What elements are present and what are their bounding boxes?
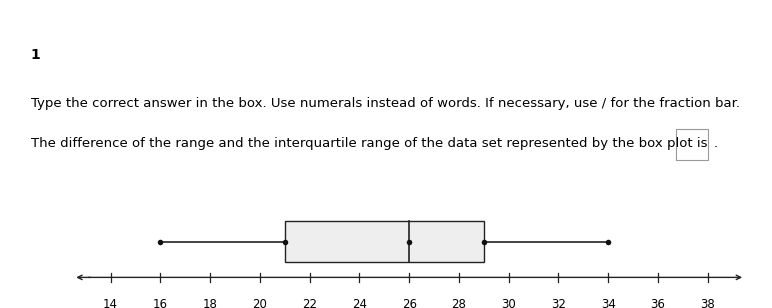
- Text: Type the correct answer in the box. Use numerals instead of words. If necessary,: Type the correct answer in the box. Use …: [31, 97, 740, 110]
- Text: The difference of the range and the interquartile range of the data set represen: The difference of the range and the inte…: [31, 137, 707, 150]
- Bar: [285, 221, 484, 262]
- Text: 1: 1: [31, 48, 41, 63]
- Text: .: .: [714, 137, 718, 150]
